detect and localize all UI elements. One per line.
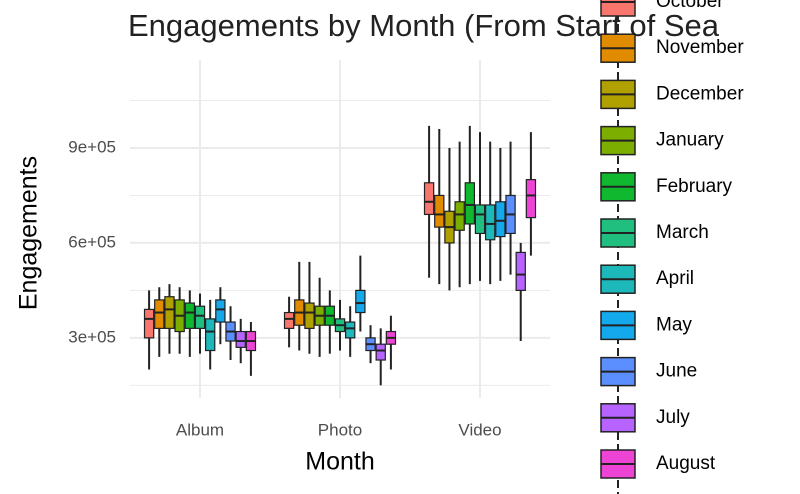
x-tick-label: Video: [458, 420, 501, 439]
y-tick-label: 9e+05: [68, 137, 116, 156]
legend-label: October: [656, 0, 724, 12]
box: [484, 204, 496, 241]
legend-label: May: [656, 314, 692, 335]
box: [525, 179, 537, 219]
box: [375, 343, 386, 361]
box: [235, 330, 246, 348]
box: [283, 311, 295, 329]
y-tick-label: 3e+05: [68, 327, 116, 346]
box: [143, 308, 155, 339]
box: [184, 302, 196, 329]
legend-label: August: [656, 453, 716, 474]
box: [474, 204, 486, 235]
box: [495, 201, 506, 238]
legend-label: December: [656, 83, 744, 104]
box: [355, 289, 366, 314]
legend-label: April: [656, 268, 694, 289]
box: [515, 251, 526, 291]
legend-label: January: [656, 130, 724, 151]
box: [204, 318, 216, 352]
box: [344, 321, 356, 339]
box: [164, 296, 175, 329]
box: [304, 302, 315, 329]
y-tick-label: 6e+05: [68, 232, 116, 251]
y-axis-title: Engagements: [15, 156, 43, 310]
box: [154, 299, 165, 329]
box: [194, 305, 206, 329]
x-axis-title: Month: [305, 448, 374, 476]
legend-label: November: [656, 37, 744, 58]
legend-label: February: [656, 176, 733, 197]
box: [215, 299, 226, 323]
legend-label: July: [656, 407, 690, 428]
box: [423, 182, 435, 216]
box: [464, 182, 476, 225]
x-tick-label: Album: [176, 420, 224, 439]
legend-label: June: [656, 361, 697, 382]
box: [434, 194, 445, 228]
legend-label: March: [656, 222, 709, 243]
box: [454, 201, 465, 231]
x-tick-label: Photo: [318, 420, 362, 439]
